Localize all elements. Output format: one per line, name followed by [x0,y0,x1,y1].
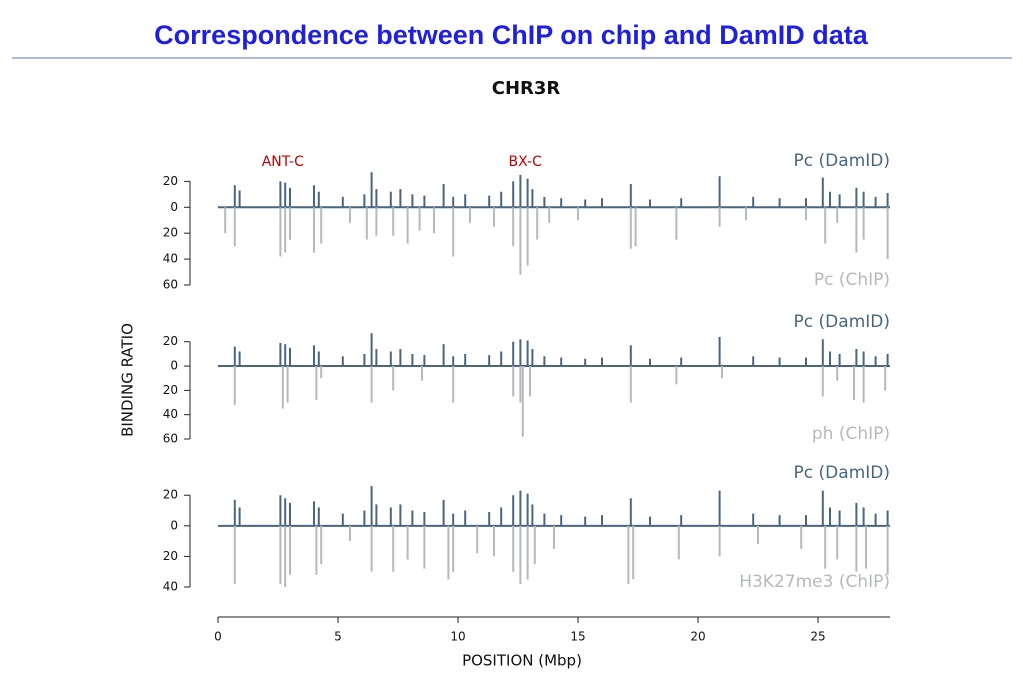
y-tick-label: 20 [163,226,178,240]
y-tick-label: 0 [170,200,178,214]
y-tick-label: 0 [170,359,178,373]
slide-title: Correspondence between ChIP on chip and … [154,20,869,50]
y-tick-label: 20 [163,488,178,502]
y-tick-label: 40 [163,252,178,266]
y-tick-label: 60 [163,432,178,446]
x-tick-label: 15 [570,630,585,644]
y-tick-label: 20 [163,334,178,348]
legend-label: ph (ChIP) [812,424,890,444]
y-tick-label: 0 [170,518,178,532]
legend-label: Pc (DamID) [794,463,890,483]
y-tick-label: 40 [163,580,178,594]
y-tick-label: 20 [163,174,178,188]
x-tick-label: 10 [450,630,465,644]
x-tick-label: 0 [214,630,222,644]
x-tick-label: 5 [334,630,342,644]
legend-label: H3K27me3 (ChIP) [739,572,890,592]
y-axis-label: BINDING RATIO [119,323,137,437]
y-tick-label: 40 [163,407,178,421]
annotation: ANT-C [262,154,304,170]
y-tick-label: 20 [163,383,178,397]
legend-label: Pc (DamID) [794,312,890,332]
annotation: BX-C [509,154,543,170]
x-tick-label: 25 [810,630,825,644]
legend-label: Pc (ChIP) [814,270,890,290]
chart-title: CHR3R [492,78,561,99]
y-tick-label: 60 [163,278,178,292]
x-axis-label: POSITION (Mbp) [462,652,582,670]
y-tick-label: 20 [163,549,178,563]
legend-label: Pc (DamID) [794,151,890,171]
x-tick-label: 20 [690,630,705,644]
